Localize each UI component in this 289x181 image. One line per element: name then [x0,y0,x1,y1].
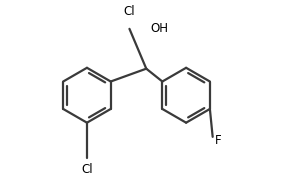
Text: OH: OH [151,22,169,35]
Text: F: F [214,134,221,147]
Text: Cl: Cl [81,163,93,176]
Text: Cl: Cl [124,5,135,18]
